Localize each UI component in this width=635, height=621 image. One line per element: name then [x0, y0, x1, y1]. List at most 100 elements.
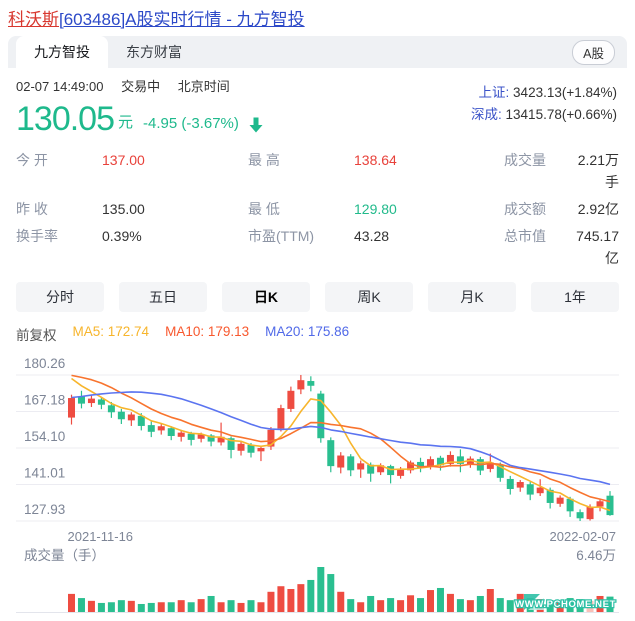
quote-time: 02-07 14:49:00 [16, 79, 104, 94]
stock-name[interactable]: 科沃斯 [8, 10, 59, 29]
x-axis-end-label: 2022-02-07 [550, 529, 617, 544]
stat-label: 成交量 [504, 152, 546, 168]
period-tab-minute[interactable]: 分时 [16, 282, 104, 312]
volume-bar [167, 602, 175, 612]
volume-bar [456, 599, 464, 612]
ma10-line [71, 374, 611, 503]
period-tab-daily[interactable]: 日K [222, 282, 310, 312]
stats-grid: 今 开 137.00 最 高 138.64 成交量 2.21万手 昨 收 135… [16, 149, 619, 269]
candle-body [337, 455, 345, 468]
candle-body [556, 497, 564, 504]
svg-text:154.10: 154.10 [24, 429, 65, 444]
x-axis-start-label: 2021-11-16 [68, 529, 134, 544]
volume-bar [367, 595, 375, 612]
candle-body [167, 428, 175, 436]
stat-label: 最 低 [248, 201, 280, 217]
period-tabs: 分时 五日 日K 周K 月K 1年 [16, 282, 619, 312]
volume-bar [68, 593, 75, 612]
stat-label: 昨 收 [16, 201, 48, 217]
candle-body [317, 393, 325, 439]
volume-label: 成交量（手） [24, 547, 105, 563]
candle-body [297, 380, 305, 390]
stat-label: 成交额 [504, 201, 546, 217]
candle-body [187, 433, 195, 440]
source-tabs: 九方智投 东方财富 A股 [8, 36, 627, 68]
volume-bar [117, 600, 125, 612]
volume-bar [277, 586, 285, 612]
volume-bar [397, 600, 405, 612]
candle-body [506, 478, 514, 489]
volume-bar [476, 595, 484, 612]
volume-bar [87, 600, 95, 612]
volume-bar [267, 591, 275, 612]
candle-body [177, 432, 185, 437]
adjust-mode-label[interactable]: 前复权 [16, 328, 57, 343]
period-tab-5day[interactable]: 五日 [119, 282, 207, 312]
candle-body [247, 444, 255, 453]
stat-value: 138.64 [354, 152, 397, 168]
stat-value: 135.00 [102, 201, 145, 217]
svg-text:WWW.PCHOME.NET: WWW.PCHOME.NET [515, 599, 616, 610]
volume-bar [446, 593, 454, 612]
volume-bar [337, 591, 345, 612]
title-rest[interactable]: [603486]A股实时行情 - 九方智投 [59, 10, 305, 29]
volume-bar [137, 603, 145, 612]
stat-value: 745.17亿 [576, 228, 619, 266]
candle-body [377, 465, 385, 473]
candle-body [147, 425, 155, 432]
volume-bar [347, 599, 355, 612]
ma20-legend: MA20: 175.86 [265, 324, 350, 339]
volume-bar [327, 574, 335, 612]
candle-body [197, 434, 205, 439]
index-shenzhen-value: 13415.78(+0.66%) [505, 107, 617, 122]
candle-body [596, 501, 604, 507]
volume-bar [357, 602, 365, 612]
volume-bar [427, 590, 434, 612]
stat-label: 总市值 [504, 228, 546, 244]
period-tab-1year[interactable]: 1年 [531, 282, 619, 312]
stat-value: 2.92亿 [577, 201, 619, 217]
quote-card: 九方智投 东方财富 A股 02-07 14:49:00 交易中 北京时间 上证:… [8, 36, 627, 613]
index-shenzhen-label[interactable]: 深成: [471, 107, 502, 122]
candle-body [287, 390, 295, 409]
candle-body [407, 462, 415, 471]
candle-body [267, 429, 275, 447]
stat-label: 今 开 [16, 152, 48, 168]
volume-bar [107, 602, 115, 612]
quote-time-row: 02-07 14:49:00 交易中 北京时间 [16, 76, 619, 95]
page-title-link[interactable]: 科沃斯[603486]A股实时行情 - 九方智投 [8, 5, 305, 30]
price-unit: 元 [118, 114, 134, 131]
candle-body [97, 399, 105, 405]
stat-label: 市盈(TTM) [248, 228, 315, 244]
tab-dongfang[interactable]: 东方财富 [126, 44, 182, 60]
down-arrow-icon [249, 117, 263, 133]
candle-body [87, 398, 95, 404]
svg-text:167.18: 167.18 [24, 393, 65, 408]
kline-chart[interactable]: 180.26 167.18 154.10 141.01 127.932021-11-16… [16, 349, 619, 621]
volume-bar [97, 602, 105, 612]
volume-bar [377, 600, 385, 612]
candle-body [456, 456, 464, 464]
market-badge[interactable]: A股 [572, 39, 615, 65]
svg-text:180.26: 180.26 [24, 356, 65, 371]
candle-body [516, 482, 524, 488]
candle-body [357, 463, 365, 470]
candle-body [77, 396, 85, 404]
ma-legend: 前复权 MA5: 172.74 MA10: 179.13 MA20: 175.8… [16, 324, 619, 344]
candle-body [68, 398, 75, 418]
index-shenzhen: 深成: 13415.78(+0.66%) [471, 104, 617, 126]
index-shanghai-value: 3423.13(+1.84%) [513, 85, 617, 100]
trading-status: 交易中 [121, 79, 161, 94]
candle-body [466, 458, 474, 465]
candle-body [496, 464, 504, 478]
index-shanghai-label[interactable]: 上证: [478, 85, 510, 100]
volume-bar [127, 600, 135, 612]
period-tab-weekly[interactable]: 周K [325, 282, 413, 312]
candle-body [397, 468, 405, 476]
period-tab-monthly[interactable]: 月K [428, 282, 516, 312]
tab-jiufang[interactable]: 九方智投 [16, 36, 108, 68]
volume-bar [207, 595, 215, 612]
volume-bar [157, 602, 165, 612]
price-change: -4.95 (-3.67%) [143, 115, 239, 132]
candle-body [606, 495, 614, 516]
